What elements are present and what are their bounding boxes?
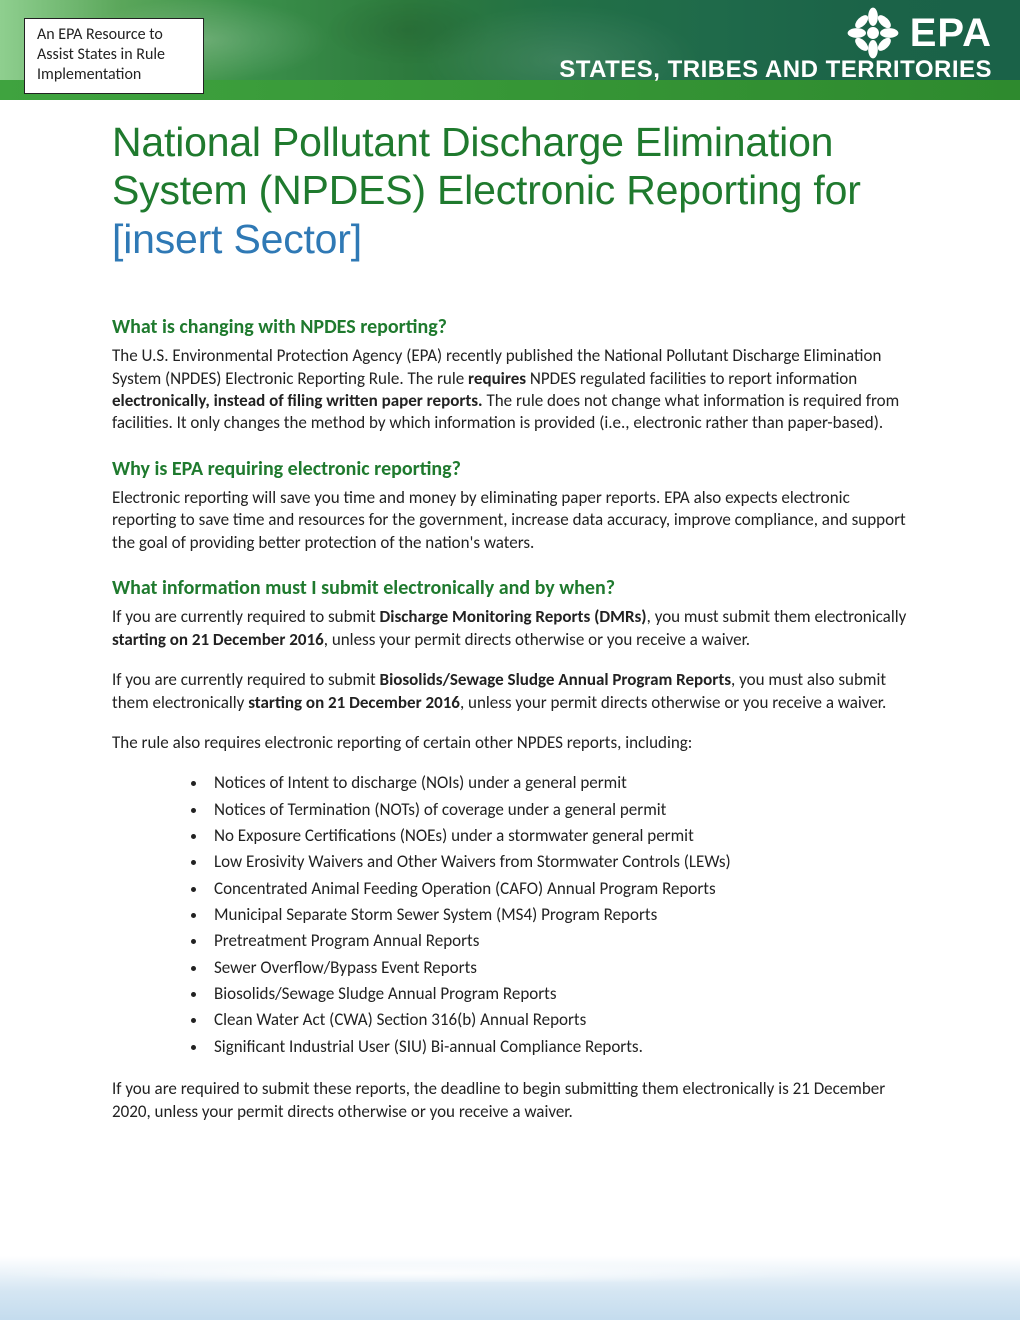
list-item: Notices of Intent to discharge (NOIs) un…	[208, 770, 908, 796]
section-3-para-3: The rule also requires electronic report…	[112, 732, 908, 754]
epa-logo-text: EPA	[910, 11, 992, 56]
bold-text: requires	[468, 368, 526, 389]
list-item: Municipal Separate Storm Sewer System (M…	[208, 902, 908, 928]
section-heading-2: Why is EPA requiring electronic reportin…	[112, 457, 908, 481]
text: , unless your permit directs otherwise o…	[460, 692, 886, 713]
list-item: No Exposure Certifications (NOEs) under …	[208, 823, 908, 849]
bold-text: starting on 21 December 2016	[248, 692, 460, 713]
section-heading-1: What is changing with NPDES reporting?	[112, 315, 908, 339]
bold-text: starting on 21 December 2016	[112, 629, 324, 650]
bold-text: Biosolids/Sewage Sludge Annual Program R…	[380, 669, 731, 690]
text: If you are currently required to submit	[112, 669, 380, 690]
bold-text: Discharge Monitoring Reports (DMRs)	[380, 606, 647, 627]
callout-box: An EPA Resource to Assist States in Rule…	[24, 18, 204, 94]
text: If you are currently required to submit	[112, 606, 380, 627]
reports-list: Notices of Intent to discharge (NOIs) un…	[208, 770, 908, 1060]
list-item: Significant Industrial User (SIU) Bi-ann…	[208, 1034, 908, 1060]
text: , unless your permit directs otherwise o…	[324, 629, 750, 650]
title-green: National Pollutant Discharge Elimination…	[112, 119, 861, 213]
header-banner: An EPA Resource to Assist States in Rule…	[0, 0, 1020, 100]
footer-wave	[0, 1256, 1020, 1320]
list-item: Biosolids/Sewage Sludge Annual Program R…	[208, 981, 908, 1007]
page-title: National Pollutant Discharge Elimination…	[112, 118, 908, 263]
list-item: Concentrated Animal Feeding Operation (C…	[208, 876, 908, 902]
list-item: Sewer Overflow/Bypass Event Reports	[208, 955, 908, 981]
list-item: Pretreatment Program Annual Reports	[208, 928, 908, 954]
section-2-para: Electronic reporting will save you time …	[112, 487, 908, 554]
epa-logo-block: EPA	[846, 6, 992, 60]
epa-flower-icon	[846, 6, 900, 60]
list-item: Notices of Termination (NOTs) of coverag…	[208, 797, 908, 823]
list-item: Low Erosivity Waivers and Other Waivers …	[208, 849, 908, 875]
section-3-para-1: If you are currently required to submit …	[112, 606, 908, 651]
text: , you must submit them electronically	[647, 606, 907, 627]
section-heading-3: What information must I submit electroni…	[112, 576, 908, 600]
section-3-para-4: If you are required to submit these repo…	[112, 1078, 908, 1123]
section-1-para: The U.S. Environmental Protection Agency…	[112, 345, 908, 435]
section-3-para-2: If you are currently required to submit …	[112, 669, 908, 714]
bold-text: electronically, instead of filing writte…	[112, 390, 483, 411]
list-item: Clean Water Act (CWA) Section 316(b) Ann…	[208, 1007, 908, 1033]
banner-subtitle: STATES, TRIBES AND TERRITORIES	[559, 56, 992, 84]
document-content: National Pollutant Discharge Elimination…	[0, 100, 1020, 1123]
title-blue: [insert Sector]	[112, 216, 362, 262]
text: NPDES regulated facilities to report inf…	[526, 368, 857, 389]
callout-text: An EPA Resource to Assist States in Rule…	[37, 25, 165, 84]
